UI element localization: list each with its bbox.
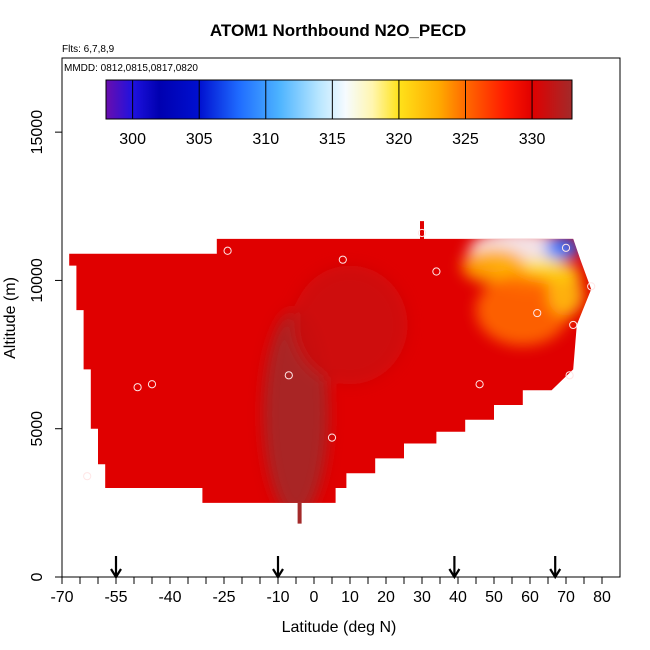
flights-subtitle: Flts: 6,7,8,9	[62, 44, 115, 55]
x-tick-label: 80	[593, 589, 611, 606]
colorbar: 300 305 310 315 320 325 330	[105, 79, 573, 148]
y-tick-label: 5000	[29, 411, 46, 447]
curtain-gradients	[263, 238, 584, 503]
down-arrow-icon	[448, 556, 461, 580]
sample-marker	[83, 472, 92, 481]
field-hotspot	[476, 274, 570, 346]
down-arrow-icon	[549, 556, 562, 580]
ground-spot	[297, 502, 302, 524]
arrow-head	[272, 568, 284, 580]
x-axis: -70 -55 -40 -25 -10 0 10 20 30 40 50 60 70 80	[50, 577, 611, 606]
field-hotspot	[292, 265, 408, 385]
colorbar-tick-label: 305	[186, 131, 213, 148]
x-tick-label: 50	[485, 589, 503, 606]
y-tick-label: 0	[29, 572, 46, 581]
sample-marker	[565, 371, 574, 380]
sample-marker	[475, 380, 484, 389]
x-tick-label: 70	[557, 589, 575, 606]
x-tick-label: -70	[50, 589, 73, 606]
sample-marker	[327, 433, 337, 442]
y-axis: 0 5000 10000 15000	[29, 110, 62, 581]
field-hotspot	[461, 247, 527, 284]
colorbar-tick-label: 325	[452, 131, 479, 148]
x-tick-label: -40	[158, 589, 181, 606]
flight-arrows	[110, 556, 562, 580]
colorbar-tick-label: 320	[386, 131, 413, 148]
x-tick-label: 60	[521, 589, 539, 606]
sample-marker	[284, 371, 293, 380]
x-tick-label: 30	[413, 589, 431, 606]
profile-strip	[420, 221, 424, 242]
x-axis-label: Latitude (deg N)	[282, 619, 397, 636]
sample-marker	[533, 308, 542, 318]
x-tick-label: -55	[104, 589, 127, 606]
x-tick-label: 10	[341, 589, 359, 606]
arrow-head	[110, 568, 122, 580]
sample-marker	[133, 383, 142, 392]
sample-marker	[223, 246, 232, 255]
down-arrow-icon	[272, 556, 284, 580]
colorbar-tick-label: 310	[252, 131, 279, 148]
sample-marker	[338, 255, 347, 264]
sample-markers	[83, 228, 596, 481]
x-tick-label: -10	[266, 589, 289, 606]
y-tick-label: 15000	[29, 110, 46, 155]
colorbar-bar	[105, 79, 573, 120]
colorbar-ticks: 300 305 310 315 320 325 330	[119, 80, 546, 148]
colorbar-tick-label: 315	[319, 131, 346, 148]
x-tick-label: 40	[449, 589, 467, 606]
colorbar-tick-label: 300	[119, 131, 146, 148]
arrow-head	[549, 568, 562, 580]
field-hotspot	[548, 274, 584, 317]
down-arrow-icon	[110, 556, 122, 580]
colorbar-tick-label: 330	[519, 131, 546, 148]
curtain-extras	[297, 221, 424, 524]
dates-subtitle: MMDD: 0812,0815,0817,0820	[64, 63, 198, 74]
sample-marker	[587, 282, 596, 291]
sample-marker	[561, 243, 571, 252]
sample-marker	[432, 267, 441, 276]
x-tick-label: -25	[212, 589, 235, 606]
y-tick-label: 10000	[29, 258, 46, 303]
arrow-head	[448, 568, 461, 580]
x-tick-label: 20	[377, 589, 395, 606]
sample-marker	[569, 320, 578, 330]
chart-title: ATOM1 Northbound N2O_PECD	[210, 21, 466, 40]
sample-marker	[147, 380, 157, 389]
plot-frame	[61, 57, 621, 578]
sample-marker	[417, 228, 427, 238]
y-axis-label: Altitude (m)	[2, 277, 19, 359]
x-tick-label: 0	[310, 589, 319, 606]
